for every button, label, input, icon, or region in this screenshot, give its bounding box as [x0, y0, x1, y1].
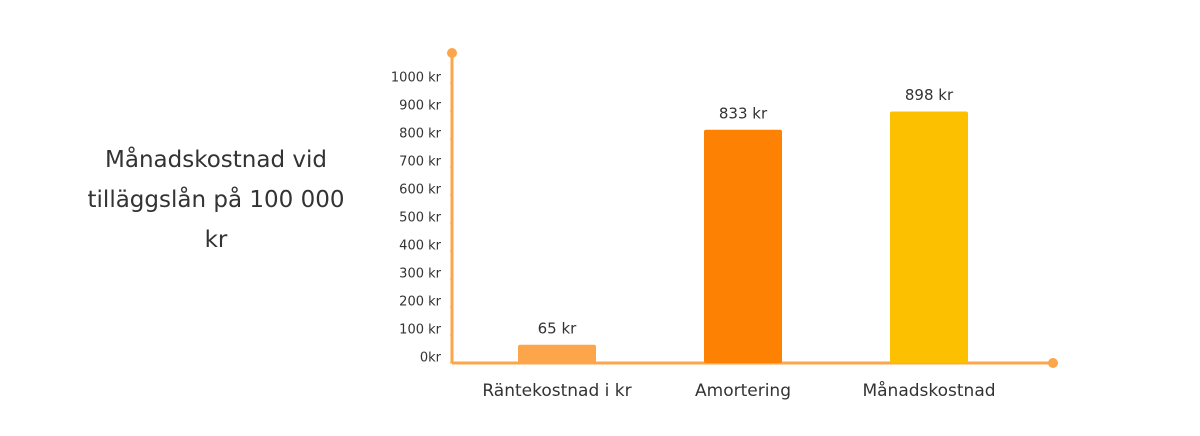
axis-dot [447, 48, 457, 58]
x-tick-label: Månadskostnad [862, 380, 995, 401]
y-tick-label: 600 kr [399, 183, 441, 198]
value-label: 898 kr [905, 86, 954, 104]
y-tick-label: 100 kr [399, 323, 441, 338]
bar [704, 129, 782, 363]
bar [890, 111, 968, 363]
y-tick-label: 700 kr [399, 155, 441, 170]
x-tick-label: Amortering [695, 381, 791, 401]
chart-title: Månadskostnad vid tilläggslån på 100 000… [87, 147, 345, 253]
y-tick-label: 1000 kr [391, 71, 442, 86]
x-tick-label: Räntekostnad i kr [482, 381, 631, 401]
y-tick-label: 400 kr [399, 239, 441, 254]
bar [518, 344, 596, 363]
y-tick-label: 300 kr [399, 267, 441, 282]
value-label: 65 kr [538, 319, 578, 337]
value-label: 833 kr [719, 104, 768, 122]
y-tick-label: 800 kr [399, 127, 441, 142]
y-tick-label: 900 kr [399, 99, 441, 114]
axis-dot [1048, 358, 1058, 368]
y-tick-label: 500 kr [399, 211, 441, 226]
y-tick-label: 0kr [420, 351, 442, 366]
y-tick-label: 200 kr [399, 295, 441, 310]
